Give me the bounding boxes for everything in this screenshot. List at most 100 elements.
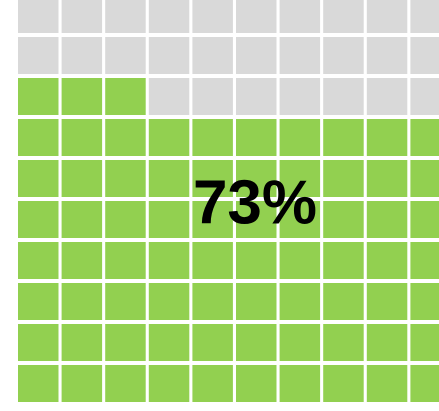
filled-cell — [105, 78, 146, 115]
filled-cell — [323, 201, 364, 238]
filled-cell — [236, 365, 277, 402]
filled-cell — [18, 201, 59, 238]
empty-cell — [148, 37, 190, 74]
filled-cell — [192, 283, 233, 320]
filled-cell — [236, 283, 277, 320]
empty-cell — [61, 0, 103, 33]
filled-cell — [61, 242, 103, 279]
filled-cell — [366, 160, 408, 197]
empty-cell — [366, 78, 408, 115]
filled-cell — [148, 160, 190, 197]
filled-cell — [192, 119, 233, 156]
empty-cell — [236, 0, 277, 33]
filled-cell — [410, 365, 439, 402]
filled-cell — [323, 283, 364, 320]
filled-cell — [279, 283, 321, 320]
empty-cell — [61, 37, 103, 74]
empty-cell — [192, 0, 233, 33]
filled-cell — [61, 78, 103, 115]
filled-cell — [61, 283, 103, 320]
filled-cell — [410, 160, 439, 197]
filled-cell — [148, 119, 190, 156]
filled-cell — [148, 283, 190, 320]
filled-cell — [410, 242, 439, 279]
filled-cell — [61, 201, 103, 238]
filled-cell — [105, 160, 146, 197]
filled-cell — [105, 365, 146, 402]
filled-cell — [366, 242, 408, 279]
filled-cell — [366, 119, 408, 156]
empty-cell — [323, 0, 364, 33]
empty-cell — [148, 0, 190, 33]
empty-cell — [410, 78, 439, 115]
filled-cell — [236, 201, 277, 238]
filled-cell — [279, 365, 321, 402]
filled-cell — [105, 324, 146, 361]
filled-cell — [323, 242, 364, 279]
empty-cell — [366, 37, 408, 74]
filled-cell — [105, 119, 146, 156]
empty-cell — [323, 37, 364, 74]
filled-cell — [236, 242, 277, 279]
filled-cell — [279, 160, 321, 197]
filled-cell — [279, 324, 321, 361]
filled-cell — [18, 160, 59, 197]
empty-cell — [323, 78, 364, 115]
empty-cell — [279, 0, 321, 33]
filled-cell — [236, 160, 277, 197]
filled-cell — [366, 324, 408, 361]
filled-cell — [18, 324, 59, 361]
filled-cell — [105, 201, 146, 238]
empty-cell — [236, 37, 277, 74]
filled-cell — [105, 283, 146, 320]
filled-cell — [18, 78, 59, 115]
filled-cell — [192, 365, 233, 402]
filled-cell — [18, 119, 59, 156]
filled-cell — [61, 365, 103, 402]
empty-cell — [105, 37, 146, 74]
empty-cell — [410, 37, 439, 74]
filled-cell — [279, 242, 321, 279]
filled-cell — [323, 119, 364, 156]
empty-cell — [279, 37, 321, 74]
filled-cell — [105, 242, 146, 279]
empty-cell — [236, 78, 277, 115]
filled-cell — [410, 324, 439, 361]
empty-cell — [18, 37, 59, 74]
filled-cell — [192, 201, 233, 238]
filled-cell — [279, 119, 321, 156]
filled-cell — [61, 324, 103, 361]
filled-cell — [236, 324, 277, 361]
filled-cell — [148, 242, 190, 279]
filled-cell — [323, 365, 364, 402]
filled-cell — [61, 160, 103, 197]
empty-cell — [105, 0, 146, 33]
empty-cell — [18, 0, 59, 33]
filled-cell — [366, 201, 408, 238]
filled-cell — [366, 365, 408, 402]
filled-cell — [410, 283, 439, 320]
filled-cell — [18, 365, 59, 402]
filled-cell — [366, 283, 408, 320]
empty-cell — [192, 37, 233, 74]
filled-cell — [323, 160, 364, 197]
filled-cell — [279, 201, 321, 238]
filled-cell — [18, 242, 59, 279]
empty-cell — [366, 0, 408, 33]
filled-cell — [410, 119, 439, 156]
filled-cell — [323, 324, 364, 361]
waffle-grid — [18, 0, 439, 402]
filled-cell — [236, 119, 277, 156]
filled-cell — [148, 365, 190, 402]
filled-cell — [192, 324, 233, 361]
filled-cell — [192, 160, 233, 197]
empty-cell — [148, 78, 190, 115]
empty-cell — [279, 78, 321, 115]
filled-cell — [148, 201, 190, 238]
value-label: 73% — [193, 168, 317, 237]
empty-cell — [410, 0, 439, 33]
filled-cell — [148, 324, 190, 361]
empty-cell — [192, 78, 233, 115]
filled-cell — [192, 242, 233, 279]
